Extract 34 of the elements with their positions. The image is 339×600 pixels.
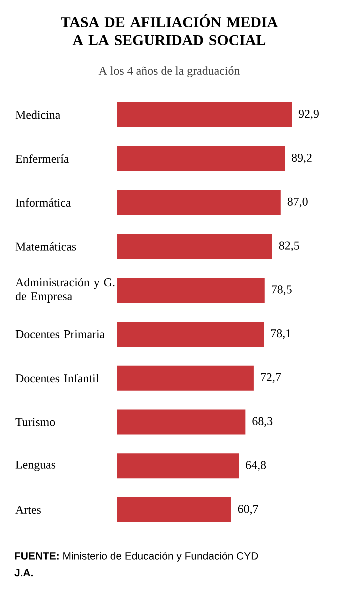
y-tick-label: Medicina xyxy=(16,110,61,120)
bar xyxy=(117,190,281,216)
y-tick-label: Docentes Primaria xyxy=(16,330,105,338)
bar xyxy=(117,454,240,479)
data-label: 78,5 xyxy=(272,286,292,296)
data-label: 82,5 xyxy=(279,242,300,252)
data-label: 72,7 xyxy=(261,373,282,384)
data-label: 92,9 xyxy=(298,110,319,120)
y-tick-label: Enfermería xyxy=(16,154,70,164)
y-tick-label: Informática xyxy=(16,198,72,208)
y-tick-label: Artes xyxy=(16,506,41,514)
bar xyxy=(117,234,272,260)
data-label: 64,8 xyxy=(246,461,266,472)
y-tick-label: Lenguas xyxy=(16,460,56,472)
data-label: 78,1 xyxy=(271,330,291,340)
y-tick-label: Administración y G. de Empresa xyxy=(16,278,115,303)
y-tick-label: Docentes Infantil xyxy=(16,374,99,383)
y-tick-label: Matemáticas xyxy=(16,242,76,251)
bar xyxy=(117,102,292,128)
data-label: 87,0 xyxy=(288,198,308,208)
data-label: 68,3 xyxy=(252,417,273,428)
chart-title: TASA DE AFILIACIÓN MEDIA A LA SEGURIDAD SOCIAL xyxy=(61,14,278,46)
text: J.A. xyxy=(14,569,33,577)
data-label: 89,2 xyxy=(292,154,312,164)
bar xyxy=(117,410,246,435)
bar xyxy=(117,278,265,304)
chart-subtitle: A los 4 años de la graduación xyxy=(98,66,240,78)
bar xyxy=(117,322,264,347)
data-label: 60,7 xyxy=(238,505,258,515)
bar xyxy=(117,498,232,523)
text: FUENTE: Ministerio de Educación y Fundación CYD xyxy=(15,552,258,562)
y-tick-label: Turismo xyxy=(16,418,56,426)
bar xyxy=(117,366,254,391)
bar xyxy=(117,146,286,172)
